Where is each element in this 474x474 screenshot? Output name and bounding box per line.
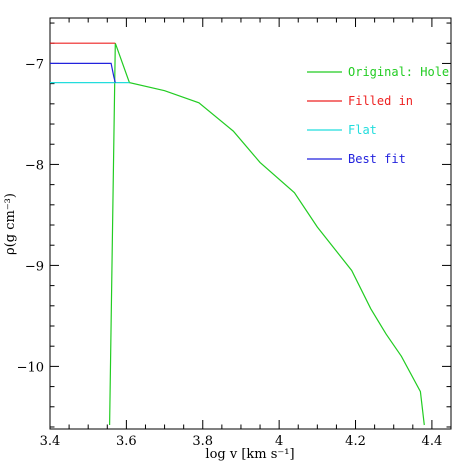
series-line-original-hole — [109, 42, 425, 426]
x-tick-label: 4 — [275, 434, 283, 449]
legend: Original: Hole Filled in Flat Best fit — [307, 65, 449, 166]
legend-label: Filled in — [348, 94, 413, 108]
y-tick-label: −7 — [25, 57, 44, 72]
y-tick-label: −8 — [25, 158, 44, 173]
series-lines — [50, 42, 425, 426]
x-axis-title: log v [km s⁻¹] — [205, 447, 294, 462]
plot-frame — [49, 17, 452, 430]
legend-label: Best fit — [348, 152, 406, 166]
y-axis-title: ρ(g cm⁻³) — [3, 193, 18, 255]
x-tick-label: 3.6 — [116, 434, 137, 449]
x-tick-label: 3.8 — [192, 434, 213, 449]
axis-ticks: 3.4 3.6 3.8 4 4.2 4.4 −10 −9 −8 −7 — [17, 18, 452, 449]
legend-label: Flat — [348, 123, 377, 137]
y-tick-label: −9 — [25, 259, 44, 274]
series-line-best-fit — [50, 62, 116, 83]
legend-label: Original: Hole — [348, 65, 449, 79]
x-tick-label: 3.4 — [40, 434, 61, 449]
x-tick-label: 4.2 — [345, 434, 366, 449]
x-tick-label: 4.4 — [422, 434, 443, 449]
y-tick-label: −10 — [17, 360, 44, 375]
